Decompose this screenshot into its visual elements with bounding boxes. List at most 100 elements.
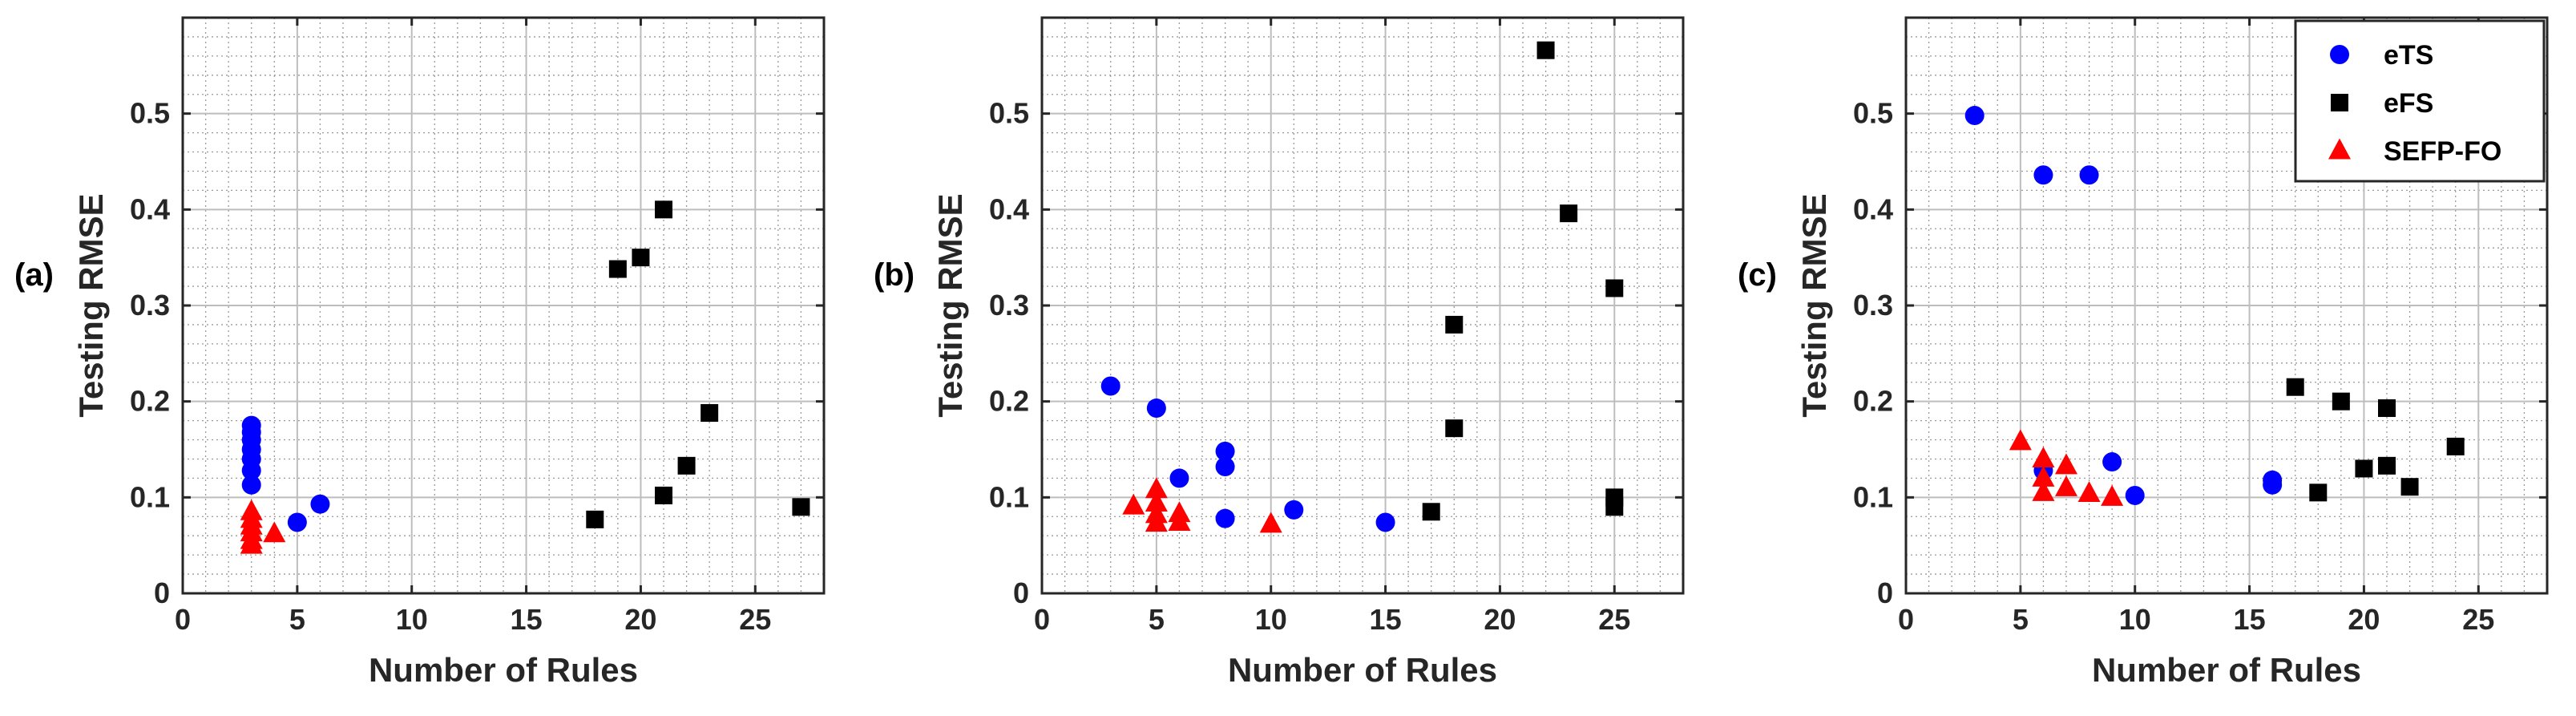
series-efs <box>2286 378 2465 502</box>
major-grid <box>183 18 824 593</box>
panel-label: (a) <box>14 257 54 293</box>
x-tick-label: 0 <box>1034 603 1050 636</box>
data-point-circle <box>1146 398 1166 419</box>
data-point-square <box>655 200 672 219</box>
data-point-square <box>655 486 672 504</box>
data-point-circle <box>310 494 330 514</box>
axes-frame <box>1904 16 2549 595</box>
data-point-circle <box>1100 376 1120 396</box>
data-point-circle <box>1964 106 1984 126</box>
y-tick-label: 0 <box>154 576 170 609</box>
legend-label: eTS <box>2384 40 2433 71</box>
data-point-circle <box>2079 165 2099 185</box>
x-tick-label: 5 <box>289 603 305 636</box>
data-point-triangle <box>1168 510 1191 531</box>
series-ets <box>241 415 330 532</box>
x-tick-label: 10 <box>396 603 428 636</box>
data-point-triangle <box>2055 453 2077 475</box>
y-tick-label: 0.4 <box>1853 192 1893 225</box>
data-point-square <box>792 498 810 516</box>
x-tick-label: 20 <box>624 603 656 636</box>
y-tick-label: 0.3 <box>130 289 170 322</box>
legend-marker <box>2331 94 2348 111</box>
chart-panel-3: 0 5 10 15 20 25 0 0.1 0.2 0.3 0.4 0.5 Number of Rule… <box>1738 16 2549 689</box>
y-tick-label: 0.4 <box>130 192 170 225</box>
data-point-triangle <box>1122 493 1145 515</box>
data-point-circle <box>2102 452 2122 472</box>
data-point-circle <box>287 512 307 532</box>
data-point-square <box>2446 437 2465 455</box>
x-tick-label: 25 <box>739 603 771 636</box>
data-point-square <box>2355 459 2373 478</box>
x-tick-label: 15 <box>511 603 543 636</box>
y-axis-label: Testing RMSE <box>931 193 969 417</box>
y-tick-label: 0.1 <box>1853 480 1893 513</box>
data-point-square <box>1560 204 1578 223</box>
x-tick-label: 5 <box>2013 603 2029 636</box>
data-point-circle <box>241 475 261 495</box>
y-tick-label: 0.5 <box>1853 97 1893 130</box>
data-point-square <box>701 404 719 423</box>
x-tick-label: 25 <box>1598 603 1630 636</box>
data-point-triangle <box>1259 512 1282 533</box>
legend-marker <box>2328 138 2351 160</box>
data-point-square <box>677 456 696 475</box>
y-tick-label: 0.3 <box>989 289 1029 322</box>
legend: eTS eFS SEFP-FO <box>2294 19 2546 183</box>
data-point-triangle <box>2009 429 2032 451</box>
x-tick-label: 15 <box>1370 603 1402 636</box>
axes-frame <box>1040 16 1685 595</box>
panel-label: (c) <box>1738 257 1777 293</box>
x-tick-label: 0 <box>175 603 191 636</box>
data-point-circle <box>2033 165 2053 185</box>
data-point-triangle <box>2101 484 2124 506</box>
chart-panel-1: 0 5 10 15 20 25 0 0.1 0.2 0.3 0.4 0.5 Number of Rule… <box>14 16 826 689</box>
chart-panel-2: 0 5 10 15 20 25 0 0.1 0.2 0.3 0.4 0.5 Number of Rule… <box>874 16 1685 689</box>
data-point-circle <box>1284 500 1304 520</box>
x-tick-label: 10 <box>1255 603 1287 636</box>
data-point-square <box>2309 483 2328 502</box>
data-point-square <box>586 510 604 528</box>
data-point-triangle <box>2032 466 2055 487</box>
legend-label: SEFP-FO <box>2384 136 2501 167</box>
axes-frame <box>181 16 826 595</box>
x-tick-label: 0 <box>1898 603 1914 636</box>
data-point-triangle <box>1145 477 1168 499</box>
x-tick-label: 25 <box>2462 603 2494 636</box>
data-point-triangle <box>2077 481 2101 503</box>
y-tick-label: 0.2 <box>1853 385 1893 418</box>
series-sefp-fo <box>1122 477 1282 533</box>
series-efs <box>1422 41 1624 521</box>
x-tick-label: 20 <box>2348 603 2380 636</box>
data-point-square <box>2378 456 2396 475</box>
series-ets <box>1100 376 1395 532</box>
legend-label: eFS <box>2384 88 2433 119</box>
y-tick-label: 0.2 <box>130 385 170 418</box>
series-efs <box>586 200 810 528</box>
y-tick-label: 0 <box>1013 576 1029 609</box>
y-tick-label: 0.2 <box>989 385 1029 418</box>
data-point-square <box>608 260 627 278</box>
data-point-square <box>2400 478 2419 496</box>
y-tick-label: 0.5 <box>989 97 1029 130</box>
data-point-square <box>1605 498 1624 516</box>
data-point-square <box>2378 399 2396 418</box>
data-point-triangle <box>1145 491 1168 512</box>
y-axis-label: Testing RMSE <box>1795 193 1833 417</box>
data-point-square <box>2286 378 2304 396</box>
data-point-circle <box>1215 441 1235 461</box>
data-point-circle <box>1215 508 1235 528</box>
data-point-circle <box>241 460 261 480</box>
data-point-triangle <box>2032 479 2055 501</box>
data-point-triangle <box>2032 447 2055 467</box>
x-tick-label: 5 <box>1149 603 1165 636</box>
legend-marker <box>2330 45 2349 64</box>
data-point-circle <box>1375 512 1395 532</box>
x-axis-label: Number of Rules <box>2092 651 2361 689</box>
y-tick-label: 0 <box>1877 576 1893 609</box>
data-point-triangle <box>263 521 286 543</box>
x-axis-label: Number of Rules <box>369 651 638 689</box>
data-point-triangle <box>1145 511 1168 532</box>
x-tick-label: 10 <box>2119 603 2151 636</box>
